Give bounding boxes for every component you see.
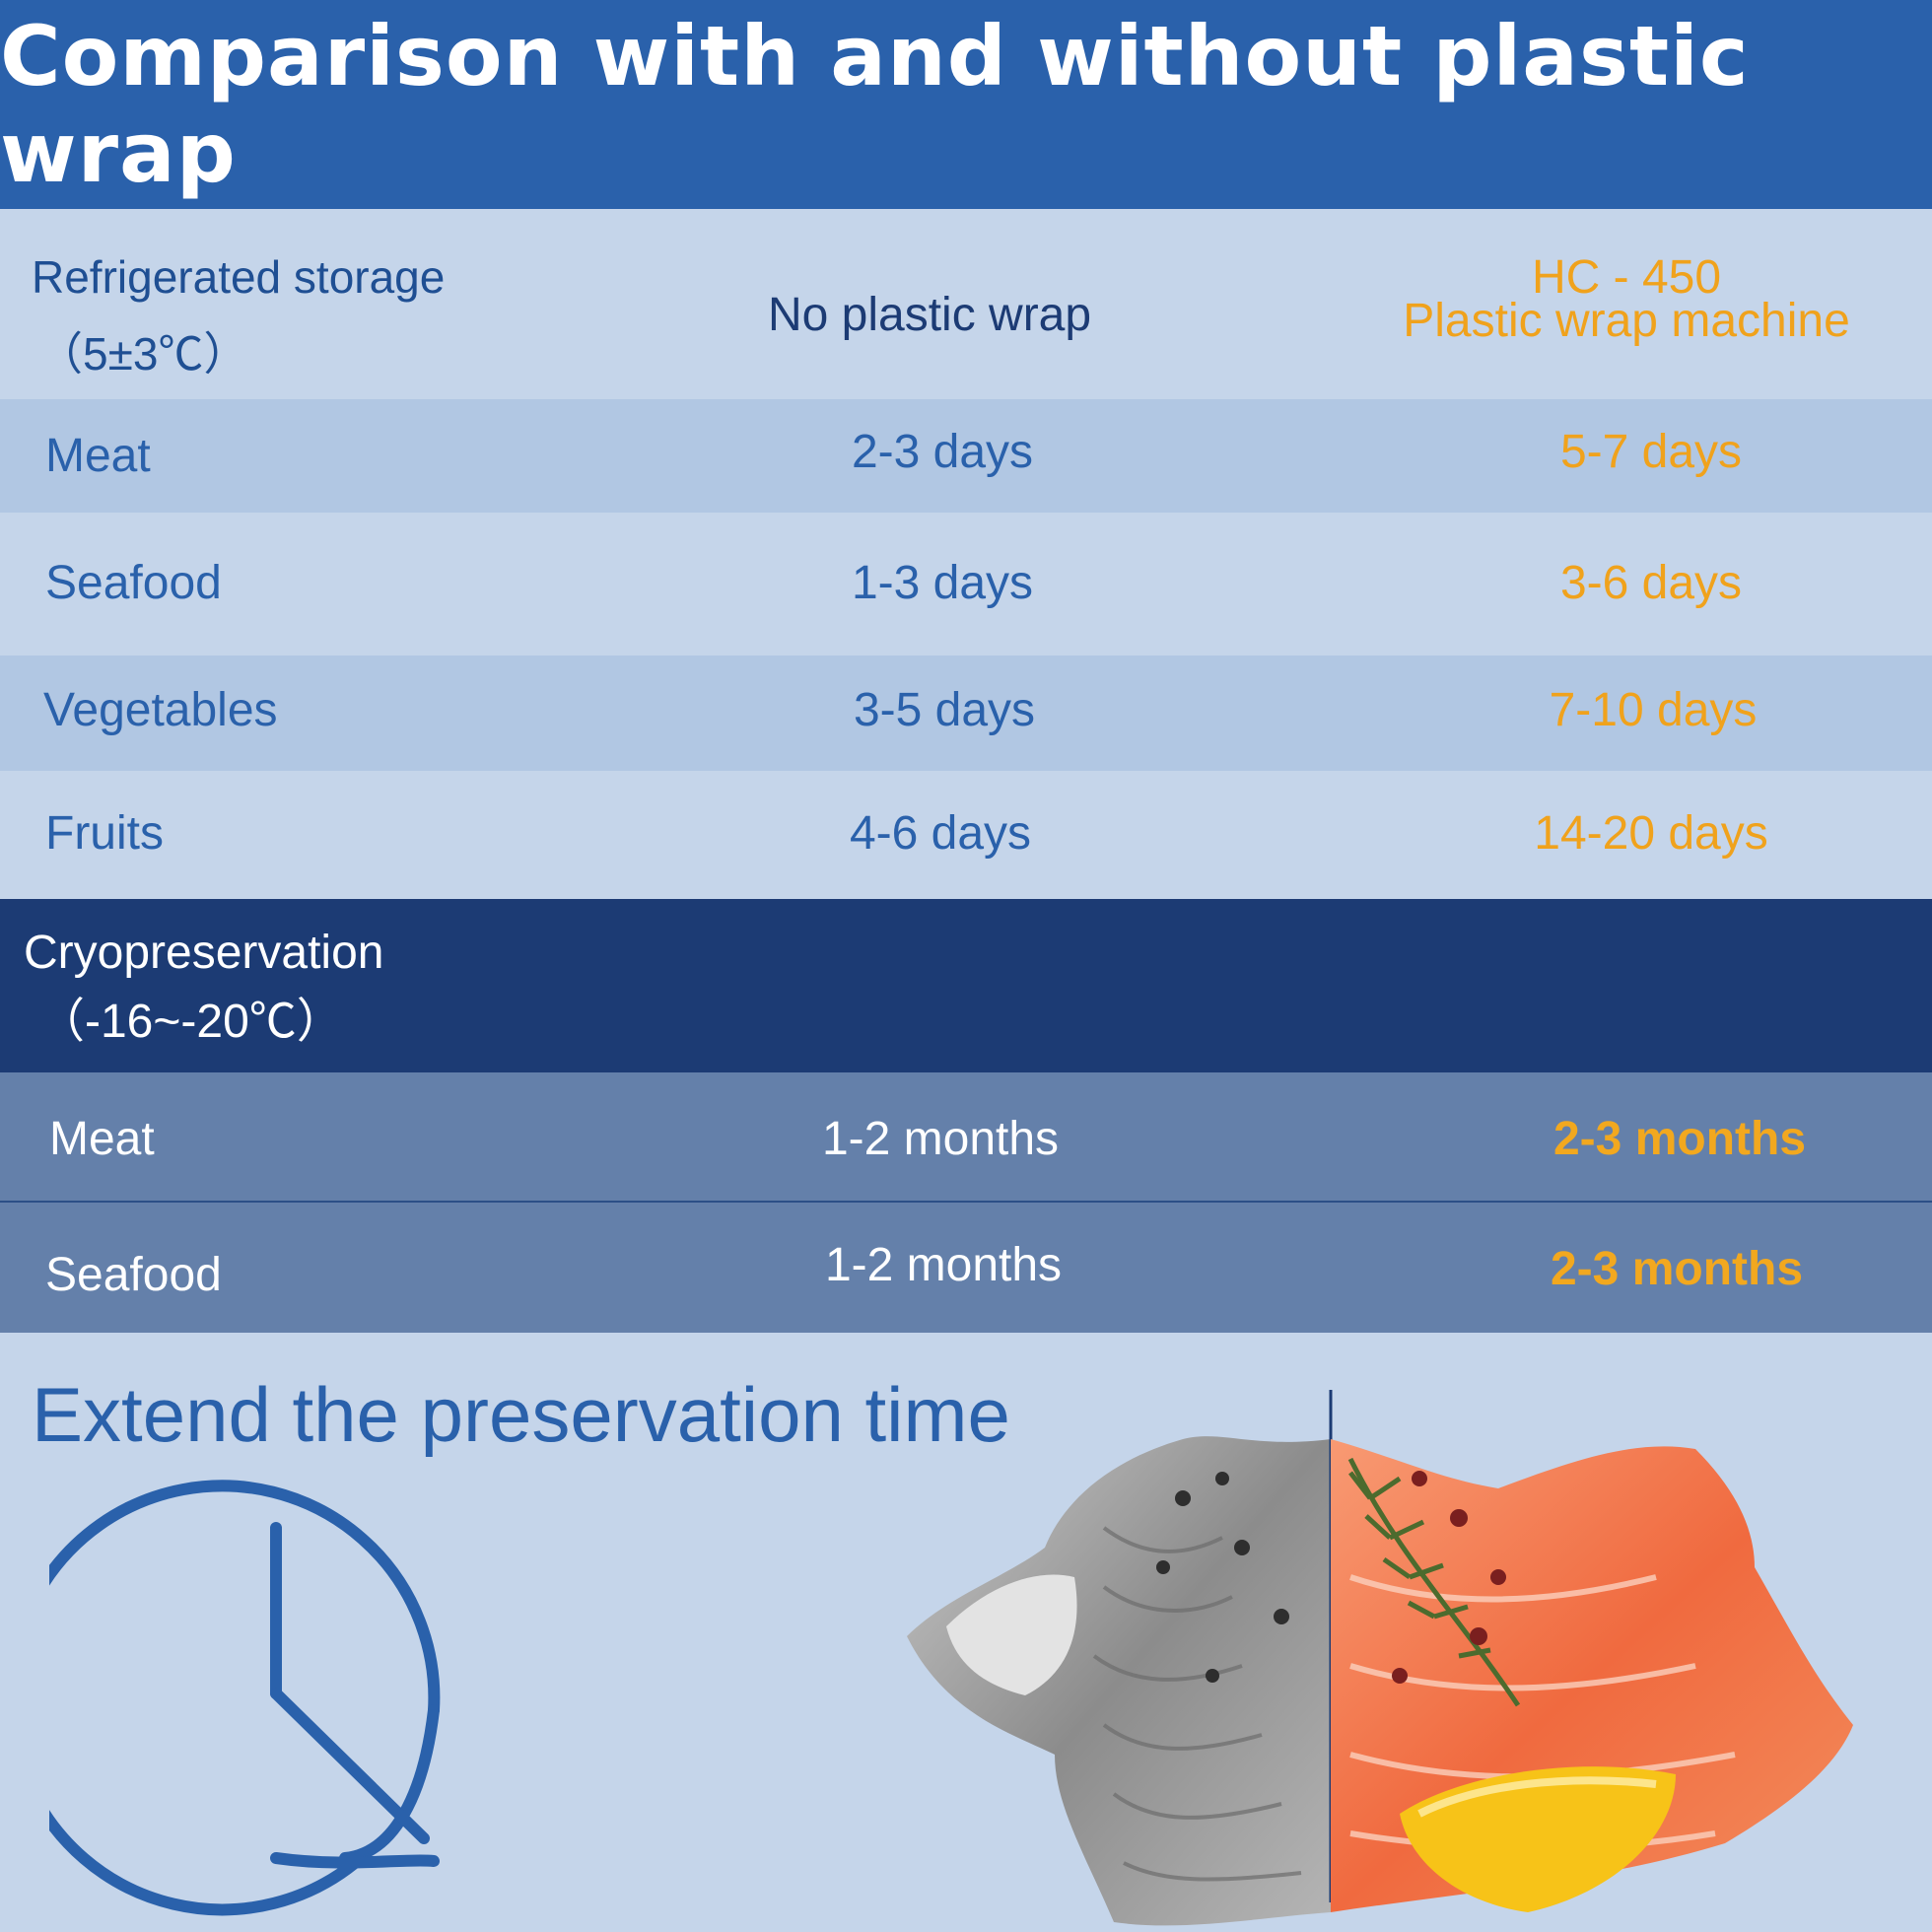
column-header-machine-name: Plastic wrap machine	[1403, 295, 1850, 347]
machine-value: 3-6 days	[1559, 557, 1743, 609]
machine-value: 2-3 months	[1550, 1243, 1804, 1295]
table-row: Vegetables 3-5 days 7-10 days	[0, 656, 1932, 771]
machine-value: 2-3 months	[1552, 1113, 1807, 1165]
food-label: Fruits	[45, 807, 164, 860]
table-row: Meat 1-2 months 2-3 months	[0, 1072, 1932, 1201]
machine-value: 7-10 days	[1549, 684, 1758, 736]
extend-title: Extend the preservation time	[32, 1371, 1010, 1458]
refrigerated-header-row: Refrigerated storage （5±3℃） No plastic w…	[0, 209, 1932, 399]
food-label: Seafood	[45, 1249, 222, 1301]
table-row: Fruits 4-6 days 14-20 days	[0, 771, 1932, 899]
refrigerated-label: Refrigerated storage （5±3℃）	[32, 239, 445, 392]
food-label: Meat	[49, 1113, 155, 1165]
no-wrap-value: 1-2 months	[821, 1113, 1060, 1165]
no-wrap-value: 1-3 days	[851, 557, 1034, 609]
machine-value: 14-20 days	[1534, 807, 1768, 860]
cryo-label-temp: （-16~-20℃）	[37, 996, 344, 1048]
column-header-machine: HC - 450 Plastic wrap machine	[1403, 251, 1850, 347]
salmon-comparison-image	[907, 1390, 1853, 1926]
table-row: Seafood 1-2 months 2-3 months	[0, 1203, 1932, 1333]
no-wrap-value: 1-2 months	[824, 1239, 1063, 1291]
table-row: Seafood 1-3 days 3-6 days	[0, 513, 1932, 656]
refrigerated-label-title: Refrigerated storage	[32, 251, 446, 303]
cryo-header-row: Cryopreservation （-16~-20℃）	[0, 899, 1932, 1072]
page-header: Comparison with and without plastic wrap	[0, 0, 1932, 209]
no-wrap-value: 2-3 days	[851, 426, 1034, 478]
column-header-machine-model: HC - 450	[1531, 251, 1722, 304]
no-wrap-value: 3-5 days	[853, 684, 1036, 736]
row-divider	[0, 1201, 1932, 1203]
refrigerated-label-temp: （5±3℃）	[37, 328, 249, 380]
cryo-label-title: Cryopreservation	[24, 927, 384, 979]
food-label: Meat	[45, 430, 151, 482]
machine-value: 5-7 days	[1559, 426, 1743, 478]
page-title: Comparison with and without plastic wrap	[0, 8, 1750, 201]
food-label: Seafood	[45, 557, 222, 609]
food-label: Vegetables	[43, 684, 278, 736]
clock-icon	[49, 1480, 441, 1916]
no-wrap-value: 4-6 days	[849, 807, 1032, 860]
cryo-label: Cryopreservation （-16~-20℃）	[24, 919, 383, 1057]
table-row: Meat 2-3 days 5-7 days	[0, 399, 1932, 513]
column-header-no-wrap: No plastic wrap	[767, 289, 1092, 341]
